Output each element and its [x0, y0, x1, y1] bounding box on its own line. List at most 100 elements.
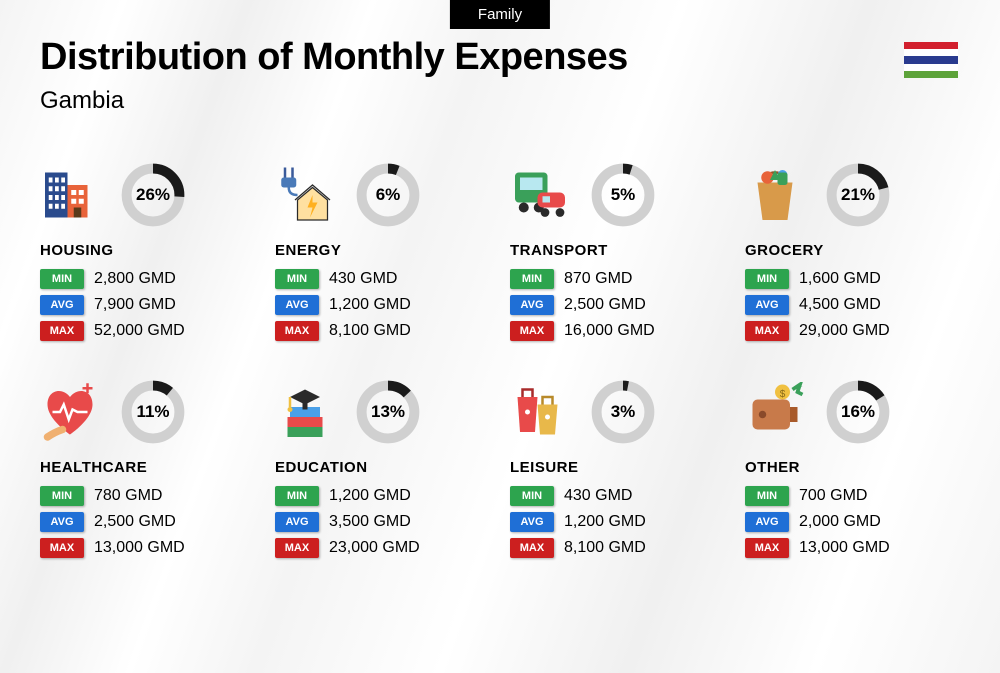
max-badge: MAX [510, 538, 554, 558]
card-header: 21% [745, 160, 960, 230]
leisure-icon [510, 382, 570, 442]
avg-value: 1,200 GMD [564, 513, 646, 531]
percent-donut: 26% [120, 162, 186, 228]
category-tag: Family [450, 0, 550, 29]
stat-max-row: MAX 29,000 GMD [745, 321, 960, 341]
category-grid: 26% HOUSING MIN 2,800 GMD AVG 7,900 GMD … [40, 160, 960, 564]
page-title: Distribution of Monthly Expenses [40, 36, 960, 79]
percent-label: 16% [841, 402, 875, 422]
avg-badge: AVG [745, 295, 789, 315]
page-subtitle: Gambia [40, 87, 960, 115]
category-card-grocery: 21% GROCERY MIN 1,600 GMD AVG 4,500 GMD … [745, 160, 960, 347]
stat-max-row: MAX 8,100 GMD [275, 321, 490, 341]
stat-min-row: MIN 1,200 GMD [275, 486, 490, 506]
stat-min-row: MIN 430 GMD [275, 269, 490, 289]
avg-badge: AVG [275, 295, 319, 315]
avg-badge: AVG [510, 512, 554, 532]
min-value: 780 GMD [94, 487, 162, 505]
percent-label: 21% [841, 185, 875, 205]
max-value: 16,000 GMD [564, 322, 655, 340]
stat-max-row: MAX 8,100 GMD [510, 538, 725, 558]
card-header: 13% [275, 377, 490, 447]
percent-label: 26% [136, 185, 170, 205]
stat-min-row: MIN 870 GMD [510, 269, 725, 289]
avg-badge: AVG [275, 512, 319, 532]
category-name: LEISURE [510, 459, 725, 476]
category-name: EDUCATION [275, 459, 490, 476]
max-badge: MAX [275, 538, 319, 558]
stat-min-row: MIN 700 GMD [745, 486, 960, 506]
max-value: 29,000 GMD [799, 322, 890, 340]
flag-gap [904, 64, 958, 71]
category-name: GROCERY [745, 242, 960, 259]
stat-avg-row: AVG 7,900 GMD [40, 295, 255, 315]
min-value: 430 GMD [329, 270, 397, 288]
min-badge: MIN [510, 269, 554, 289]
category-name: HEALTHCARE [40, 459, 255, 476]
energy-icon [275, 165, 335, 225]
card-header: 26% [40, 160, 255, 230]
percent-donut: 5% [590, 162, 656, 228]
max-value: 23,000 GMD [329, 539, 420, 557]
min-value: 1,200 GMD [329, 487, 411, 505]
min-badge: MIN [745, 486, 789, 506]
svg-text:$: $ [780, 389, 786, 400]
min-badge: MIN [275, 486, 319, 506]
max-value: 8,100 GMD [564, 539, 646, 557]
card-header: 5% [510, 160, 725, 230]
percent-label: 11% [136, 402, 169, 422]
min-badge: MIN [510, 486, 554, 506]
percent-label: 13% [371, 402, 405, 422]
avg-value: 2,500 GMD [94, 513, 176, 531]
min-value: 870 GMD [564, 270, 632, 288]
min-badge: MIN [275, 269, 319, 289]
percent-label: 5% [611, 185, 636, 205]
card-header: 11% [40, 377, 255, 447]
card-header: 3% [510, 377, 725, 447]
stat-max-row: MAX 23,000 GMD [275, 538, 490, 558]
min-value: 1,600 GMD [799, 270, 881, 288]
avg-value: 3,500 GMD [329, 513, 411, 531]
percent-donut: 6% [355, 162, 421, 228]
avg-value: 2,500 GMD [564, 296, 646, 314]
max-badge: MAX [40, 321, 84, 341]
card-header: 6% [275, 160, 490, 230]
percent-donut: 3% [590, 379, 656, 445]
flag-stripe-1 [904, 42, 958, 49]
max-value: 13,000 GMD [94, 539, 185, 557]
country-flag [904, 42, 958, 78]
stat-max-row: MAX 13,000 GMD [745, 538, 960, 558]
category-card-transport: 5% TRANSPORT MIN 870 GMD AVG 2,500 GMD M… [510, 160, 725, 347]
max-badge: MAX [275, 321, 319, 341]
education-icon [275, 382, 335, 442]
avg-badge: AVG [510, 295, 554, 315]
min-badge: MIN [745, 269, 789, 289]
min-value: 430 GMD [564, 487, 632, 505]
category-name: TRANSPORT [510, 242, 725, 259]
stat-min-row: MIN 2,800 GMD [40, 269, 255, 289]
min-badge: MIN [40, 486, 84, 506]
avg-value: 2,000 GMD [799, 513, 881, 531]
avg-badge: AVG [745, 512, 789, 532]
max-badge: MAX [745, 538, 789, 558]
card-header: $ 16% [745, 377, 960, 447]
stat-max-row: MAX 13,000 GMD [40, 538, 255, 558]
stat-avg-row: AVG 2,500 GMD [40, 512, 255, 532]
max-value: 52,000 GMD [94, 322, 185, 340]
min-badge: MIN [40, 269, 84, 289]
stat-min-row: MIN 430 GMD [510, 486, 725, 506]
category-name: HOUSING [40, 242, 255, 259]
stat-min-row: MIN 1,600 GMD [745, 269, 960, 289]
percent-donut: 11% [120, 379, 186, 445]
max-badge: MAX [40, 538, 84, 558]
avg-value: 1,200 GMD [329, 296, 411, 314]
max-value: 13,000 GMD [799, 539, 890, 557]
category-card-housing: 26% HOUSING MIN 2,800 GMD AVG 7,900 GMD … [40, 160, 255, 347]
flag-stripe-3 [904, 71, 958, 78]
category-card-healthcare: 11% HEALTHCARE MIN 780 GMD AVG 2,500 GMD… [40, 377, 255, 564]
stat-avg-row: AVG 2,500 GMD [510, 295, 725, 315]
max-badge: MAX [745, 321, 789, 341]
avg-value: 4,500 GMD [799, 296, 881, 314]
avg-value: 7,900 GMD [94, 296, 176, 314]
max-value: 8,100 GMD [329, 322, 411, 340]
